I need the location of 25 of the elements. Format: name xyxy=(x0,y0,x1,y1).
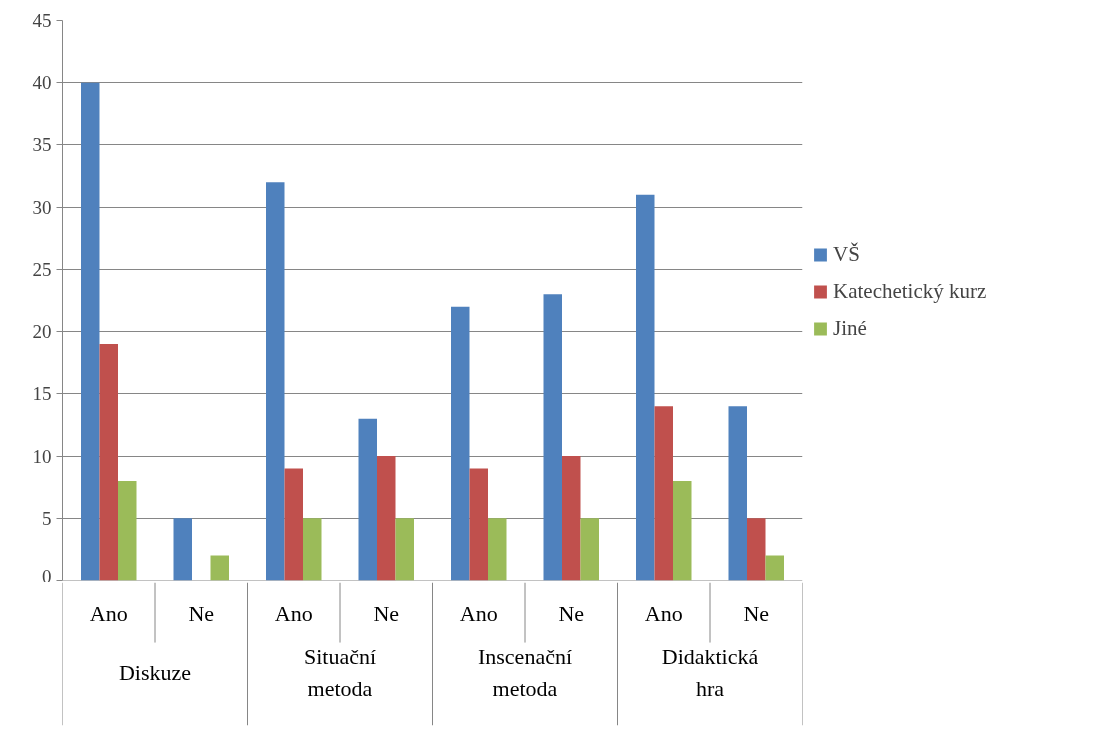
x-tick-label: Ano xyxy=(89,601,128,627)
y-tick-label: 15 xyxy=(32,383,52,405)
legend-label: Katechetický kurz xyxy=(833,278,987,304)
x-tick-label: Ne xyxy=(188,601,215,627)
x-tick-label: Ano xyxy=(274,601,313,627)
y-tick-label: 10 xyxy=(32,445,52,467)
x-tick-label: Ne xyxy=(373,601,400,627)
text: Didaktická hra xyxy=(661,643,759,702)
y-tick-label: 5 xyxy=(42,507,52,529)
x-tick-label: Ne xyxy=(558,601,585,627)
x-tick-label: Ne xyxy=(743,601,770,627)
y-tick-label: 20 xyxy=(32,321,52,343)
y-tick-label: 40 xyxy=(32,72,52,94)
legend-label: VŠ xyxy=(833,241,860,267)
text: Situační metoda xyxy=(303,643,377,702)
x-tick-label: Ano xyxy=(644,601,683,627)
legend-label: Jiné xyxy=(833,315,867,341)
y-tick-label: 0 xyxy=(42,565,52,587)
x-tick-label: Ano xyxy=(459,601,498,627)
text: Diskuze xyxy=(118,660,192,686)
y-tick-label: 30 xyxy=(32,196,52,218)
y-tick-label: 25 xyxy=(32,258,52,280)
text: Inscenační metoda xyxy=(477,643,573,702)
y-tick-label: 35 xyxy=(32,134,52,156)
y-tick-label: 45 xyxy=(32,10,52,31)
